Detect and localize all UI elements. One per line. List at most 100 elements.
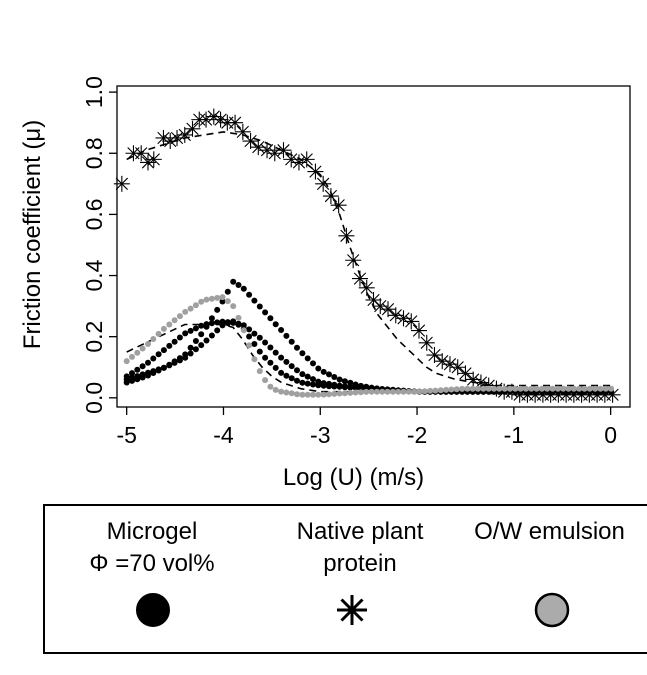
emulsion-point bbox=[570, 385, 577, 392]
microgel-point bbox=[246, 326, 253, 333]
emulsion-point bbox=[427, 387, 434, 394]
microgel-point bbox=[283, 332, 290, 339]
emulsion-point bbox=[368, 388, 375, 395]
emulsion-point bbox=[459, 385, 466, 392]
microgel-point bbox=[166, 342, 173, 349]
emulsion-point bbox=[443, 386, 450, 393]
microgel-point bbox=[192, 338, 199, 344]
microgel-point bbox=[246, 291, 253, 298]
native-point bbox=[298, 151, 315, 168]
native-point bbox=[113, 175, 130, 192]
emulsion-point bbox=[565, 385, 572, 392]
native-point bbox=[345, 252, 362, 269]
microgel-point bbox=[134, 373, 141, 380]
emulsion-point bbox=[384, 388, 391, 395]
emulsion-point bbox=[432, 387, 439, 394]
native-point bbox=[307, 163, 324, 180]
emulsion-point bbox=[352, 389, 359, 396]
native-point bbox=[338, 227, 355, 244]
emulsion-point bbox=[405, 388, 412, 395]
axes: -5 -4 -3 -2 -1 0 0.0 0.2 0.4 0.6 0.8 1.0 Log (U) (m/… bbox=[19, 76, 631, 491]
y-tick-label: 0.8 bbox=[81, 137, 107, 169]
microgel-point bbox=[208, 332, 215, 339]
emulsion-point bbox=[507, 385, 513, 392]
native-point bbox=[133, 145, 150, 162]
microgel-point bbox=[145, 369, 151, 376]
native-point bbox=[315, 175, 332, 192]
microgel-point bbox=[341, 384, 348, 391]
y-tick-label: 1.0 bbox=[81, 76, 107, 108]
microgel-point bbox=[219, 322, 226, 329]
microgel-point bbox=[134, 366, 141, 373]
emulsion-point bbox=[176, 313, 183, 320]
microgel-point bbox=[198, 322, 205, 329]
microgel-point bbox=[176, 334, 183, 341]
microgel-point bbox=[187, 350, 194, 357]
microgel-point bbox=[256, 334, 263, 341]
microgel-point bbox=[208, 320, 215, 327]
microgel-point bbox=[331, 374, 338, 380]
microgel-point bbox=[267, 315, 274, 322]
microgel-point bbox=[256, 348, 263, 355]
emulsion-point bbox=[363, 388, 370, 395]
microgel-point bbox=[262, 354, 269, 361]
microgel-point bbox=[187, 344, 194, 351]
emulsion-point bbox=[331, 390, 338, 397]
emulsion-point bbox=[256, 368, 263, 375]
emulsion-point bbox=[150, 336, 157, 342]
emulsion-point bbox=[203, 296, 210, 303]
microgel-point bbox=[160, 347, 167, 354]
x-tick-label: -5 bbox=[116, 422, 136, 448]
microgel-point bbox=[203, 321, 210, 328]
native-point bbox=[426, 347, 443, 364]
microgel-point bbox=[326, 371, 332, 378]
microgel-point bbox=[304, 380, 311, 387]
microgel-point bbox=[171, 359, 178, 366]
emulsion-point bbox=[395, 388, 402, 395]
emulsion-point bbox=[517, 385, 524, 392]
microgel-point bbox=[262, 339, 269, 346]
emulsion-point bbox=[129, 353, 135, 360]
emulsion-point bbox=[522, 385, 529, 392]
native-point bbox=[227, 114, 244, 131]
emulsion-point bbox=[160, 325, 167, 332]
microgel-point bbox=[272, 349, 279, 356]
microgel-point bbox=[294, 367, 300, 374]
microgel-point bbox=[288, 363, 295, 370]
emulsion-point bbox=[464, 385, 471, 392]
emulsion-point bbox=[421, 388, 428, 395]
x-tick-label: -4 bbox=[213, 422, 234, 448]
emulsion-point bbox=[533, 385, 540, 392]
native-point bbox=[395, 310, 412, 327]
native-point bbox=[457, 365, 474, 382]
legend-marker-microgel-icon bbox=[136, 593, 170, 627]
microgel-point bbox=[155, 366, 162, 373]
native-fit-line bbox=[126, 131, 611, 387]
microgel-point bbox=[341, 378, 348, 385]
microgel-point bbox=[315, 382, 322, 389]
emulsion-point bbox=[389, 388, 396, 395]
microgel-point bbox=[171, 338, 178, 345]
microgel-point bbox=[315, 365, 322, 372]
microgel-point bbox=[150, 355, 157, 362]
emulsion-point bbox=[246, 342, 253, 349]
emulsion-point bbox=[219, 294, 226, 301]
emulsion-point bbox=[485, 385, 492, 392]
emulsion-point bbox=[304, 391, 311, 398]
microgel-point bbox=[299, 350, 306, 357]
native-point bbox=[234, 123, 251, 140]
microgel-point bbox=[150, 368, 157, 375]
y-tick-label: 0.6 bbox=[81, 198, 107, 230]
emulsion-point bbox=[347, 389, 354, 396]
emulsion-point bbox=[453, 386, 460, 393]
microgel-point bbox=[326, 383, 332, 390]
y-tick-label: 0.4 bbox=[81, 259, 107, 291]
emulsion-point bbox=[123, 358, 130, 365]
microgel-point bbox=[251, 330, 258, 337]
microgel-point bbox=[203, 337, 210, 344]
native-point bbox=[205, 108, 222, 125]
native-point bbox=[322, 188, 339, 205]
emulsion-point bbox=[576, 385, 583, 392]
microgel-point bbox=[208, 315, 215, 322]
microgel-point bbox=[187, 327, 194, 334]
